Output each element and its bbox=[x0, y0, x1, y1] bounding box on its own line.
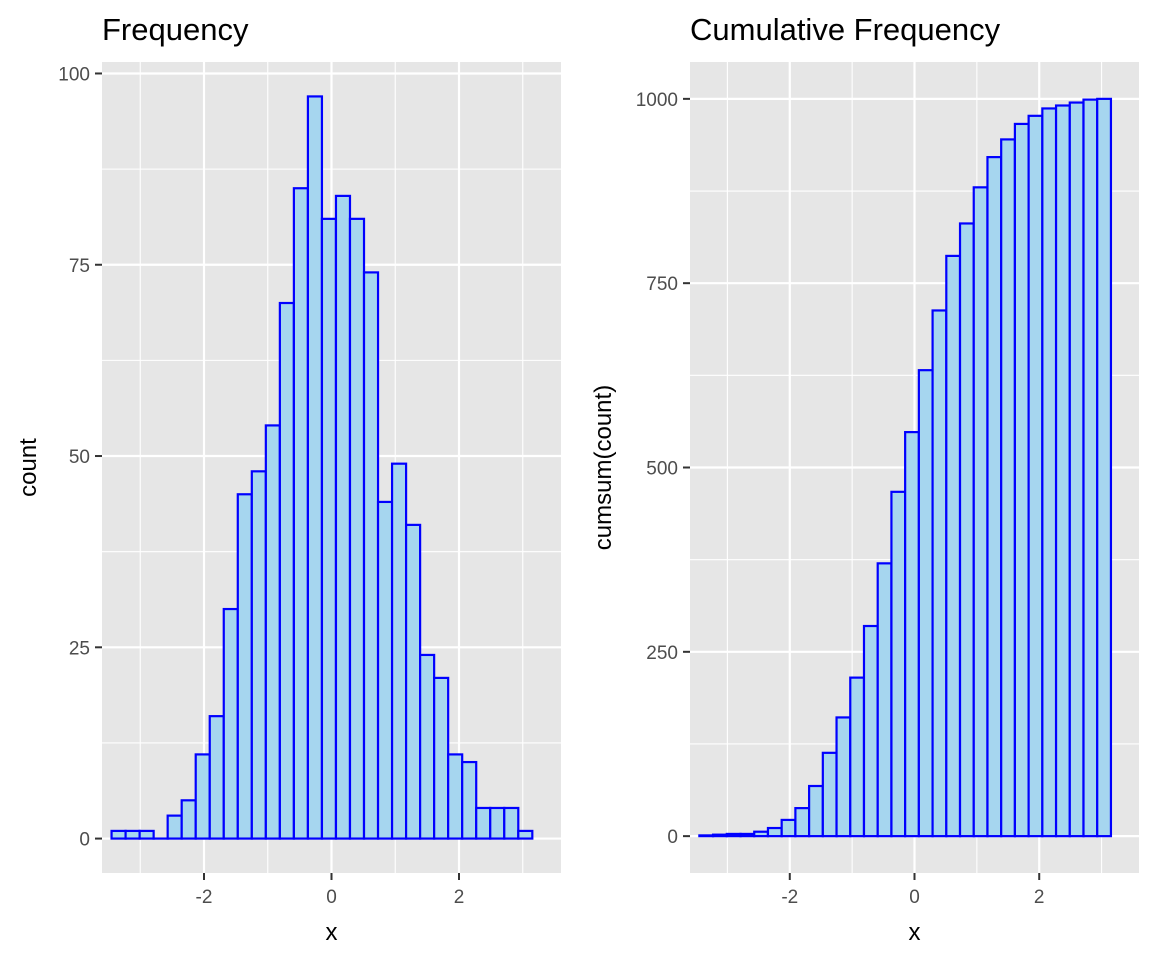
x-tick-label: -2 bbox=[781, 887, 798, 908]
histogram-bar bbox=[222, 607, 239, 840]
histogram-bar bbox=[110, 829, 127, 840]
histogram-bar bbox=[986, 156, 1003, 838]
histogram-bar bbox=[904, 431, 920, 838]
y-tick-label: 100 bbox=[58, 64, 90, 85]
histogram-bar bbox=[348, 217, 366, 840]
histogram-bar bbox=[780, 818, 797, 838]
x-tick-label: -2 bbox=[196, 887, 213, 908]
histogram-bar bbox=[1054, 104, 1071, 838]
y-tick-label: 1000 bbox=[636, 90, 678, 111]
y-axis-title: cumsum(count) bbox=[590, 385, 617, 550]
chart-title: Cumulative Frequency bbox=[690, 12, 1001, 47]
histogram-bar bbox=[194, 753, 211, 840]
histogram-bar bbox=[433, 676, 450, 840]
histogram-bar bbox=[362, 271, 380, 840]
y-tick-label: 50 bbox=[69, 447, 90, 468]
histogram-bar bbox=[821, 751, 838, 838]
histogram-bar bbox=[1013, 122, 1030, 838]
histogram-bar bbox=[236, 493, 253, 840]
y-tick-label: 500 bbox=[646, 459, 678, 480]
histogram-bar bbox=[461, 760, 478, 840]
histogram-bar bbox=[958, 222, 975, 838]
histogram-bar bbox=[292, 187, 310, 840]
histogram-bar bbox=[849, 676, 866, 838]
histogram-bar bbox=[917, 369, 934, 838]
y-axis-title: count bbox=[15, 438, 42, 497]
histogram-bar bbox=[320, 217, 338, 840]
histogram-bar bbox=[725, 832, 742, 838]
histogram-bar bbox=[1082, 98, 1099, 838]
histogram-bar bbox=[1000, 138, 1017, 838]
x-axis-title: x bbox=[326, 919, 338, 946]
x-axis-title: x bbox=[909, 919, 921, 946]
histogram-bar bbox=[972, 186, 989, 838]
histogram-bar bbox=[517, 829, 534, 840]
histogram-bar bbox=[489, 806, 506, 840]
histogram-bar bbox=[698, 834, 715, 838]
histogram-bar bbox=[1096, 97, 1113, 838]
histogram-bar bbox=[753, 830, 770, 838]
histogram-bar bbox=[138, 829, 155, 840]
histogram-bar bbox=[503, 806, 520, 840]
histogram-bar bbox=[739, 832, 756, 838]
y-tick-label: 750 bbox=[646, 274, 678, 295]
histogram-bar bbox=[278, 301, 295, 840]
histogram-bar bbox=[890, 490, 907, 838]
histogram-bar bbox=[794, 807, 811, 838]
histogram-bar bbox=[419, 653, 436, 840]
histogram-bar bbox=[447, 753, 464, 840]
y-tick-label: 0 bbox=[79, 830, 90, 851]
x-tick-label: 0 bbox=[326, 887, 337, 908]
histogram-bar bbox=[945, 254, 962, 838]
y-tick-label: 25 bbox=[69, 638, 90, 659]
histogram-bar bbox=[808, 784, 824, 838]
histogram-bar bbox=[404, 523, 422, 840]
y-tick-label: 0 bbox=[667, 827, 678, 848]
histogram-bar bbox=[180, 799, 197, 840]
histogram-bar bbox=[1041, 107, 1058, 838]
chart-title: Frequency bbox=[102, 12, 249, 47]
histogram-bar bbox=[390, 462, 408, 840]
histogram-bar bbox=[862, 624, 879, 838]
x-tick-label: 2 bbox=[454, 887, 465, 908]
histogram-bar bbox=[306, 95, 324, 840]
histogram-bar bbox=[208, 715, 225, 840]
y-tick-label: 75 bbox=[69, 256, 90, 277]
cumulative-frequency-panel: -2 0 2 0 250 500 750 1000 Cumulative Frequency x c… bbox=[590, 12, 1139, 946]
histogram-bar bbox=[835, 716, 852, 838]
y-tick-label: 250 bbox=[646, 643, 678, 664]
x-tick-label: 2 bbox=[1034, 887, 1045, 908]
histogram-bar bbox=[166, 814, 183, 840]
histogram-bar bbox=[1068, 101, 1085, 838]
histogram-bar bbox=[475, 806, 492, 840]
histogram-bar bbox=[931, 309, 948, 838]
histogram-bar bbox=[711, 833, 728, 838]
histogram-bar bbox=[1027, 114, 1044, 838]
histogram-bar bbox=[124, 829, 141, 840]
histogram-bar bbox=[250, 470, 267, 840]
frequency-panel: -2 0 2 0 25 50 75 100 Frequency x count bbox=[15, 12, 561, 946]
histogram-bar bbox=[766, 826, 783, 838]
histogram-bar bbox=[334, 194, 352, 840]
x-tick-label: 0 bbox=[909, 887, 920, 908]
histogram-bar bbox=[876, 562, 893, 838]
histogram-bar bbox=[376, 500, 394, 840]
histogram-bar bbox=[264, 424, 281, 840]
